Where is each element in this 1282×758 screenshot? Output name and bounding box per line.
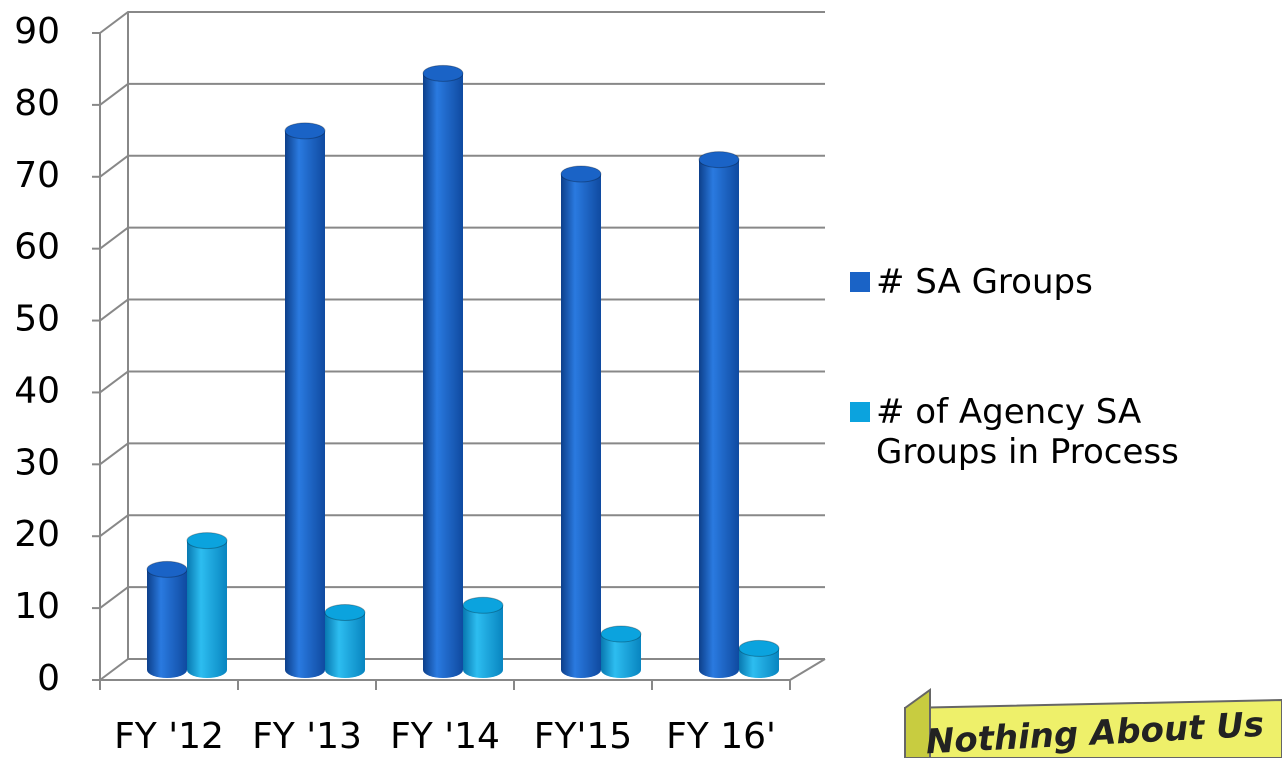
- x-tick-label: FY '13: [252, 716, 362, 757]
- y-tick-label: 40: [14, 370, 60, 411]
- x-tick-label: FY '14: [390, 716, 500, 757]
- legend-label: # SA Groups: [876, 262, 1093, 302]
- y-tick-label: 90: [14, 11, 60, 52]
- y-tick-label: 50: [14, 299, 60, 340]
- bar-top: [601, 626, 641, 642]
- bar: [325, 612, 365, 670]
- x-tick-label: FY '12: [114, 716, 224, 757]
- y-tick-label: 60: [14, 227, 60, 268]
- x-tick-label: FY'15: [534, 716, 632, 757]
- bar: [463, 605, 503, 670]
- bar: [285, 131, 325, 670]
- y-tick-label: 10: [14, 586, 60, 627]
- legend-swatch: [850, 272, 870, 292]
- bar: [699, 160, 739, 670]
- bar: [147, 569, 187, 670]
- grid-line: [100, 12, 825, 33]
- floor-edge: [790, 659, 825, 680]
- y-tick-label: 20: [14, 514, 60, 555]
- y-tick-label: 30: [14, 442, 60, 483]
- chart: 0 10 20 30 40 50 60 70 80 90 FY '12 FY '13 FY '14 FY'…: [0, 0, 1282, 758]
- bar: [187, 541, 227, 670]
- bar-top: [147, 561, 187, 577]
- banner: Nothing About Us: [905, 690, 1282, 758]
- bar-top: [285, 123, 325, 139]
- bar-top: [423, 65, 463, 81]
- bar-top: [463, 597, 503, 613]
- bar-top: [561, 166, 601, 182]
- y-tick-label: 70: [14, 155, 60, 196]
- bar-top: [325, 604, 365, 620]
- x-tick-label: FY 16': [666, 716, 776, 757]
- legend-item: # SA Groups: [850, 262, 1270, 302]
- legend-label: # of Agency SA Groups in Process: [876, 392, 1270, 472]
- bar-top: [739, 640, 779, 656]
- bar-top: [187, 533, 227, 549]
- legend-swatch: [850, 402, 870, 422]
- bar: [561, 174, 601, 670]
- bar-top: [699, 152, 739, 168]
- bar: [423, 73, 463, 670]
- plot-area: 0 10 20 30 40 50 60 70 80 90 FY '12 FY '13 FY '14 FY'…: [14, 11, 825, 757]
- y-tick-label: 80: [14, 83, 60, 124]
- legend-item: # of Agency SA Groups in Process: [850, 392, 1270, 472]
- y-tick-label: 0: [37, 658, 60, 699]
- page: 0 10 20 30 40 50 60 70 80 90 FY '12 FY '13 FY '14 FY'…: [0, 0, 1282, 758]
